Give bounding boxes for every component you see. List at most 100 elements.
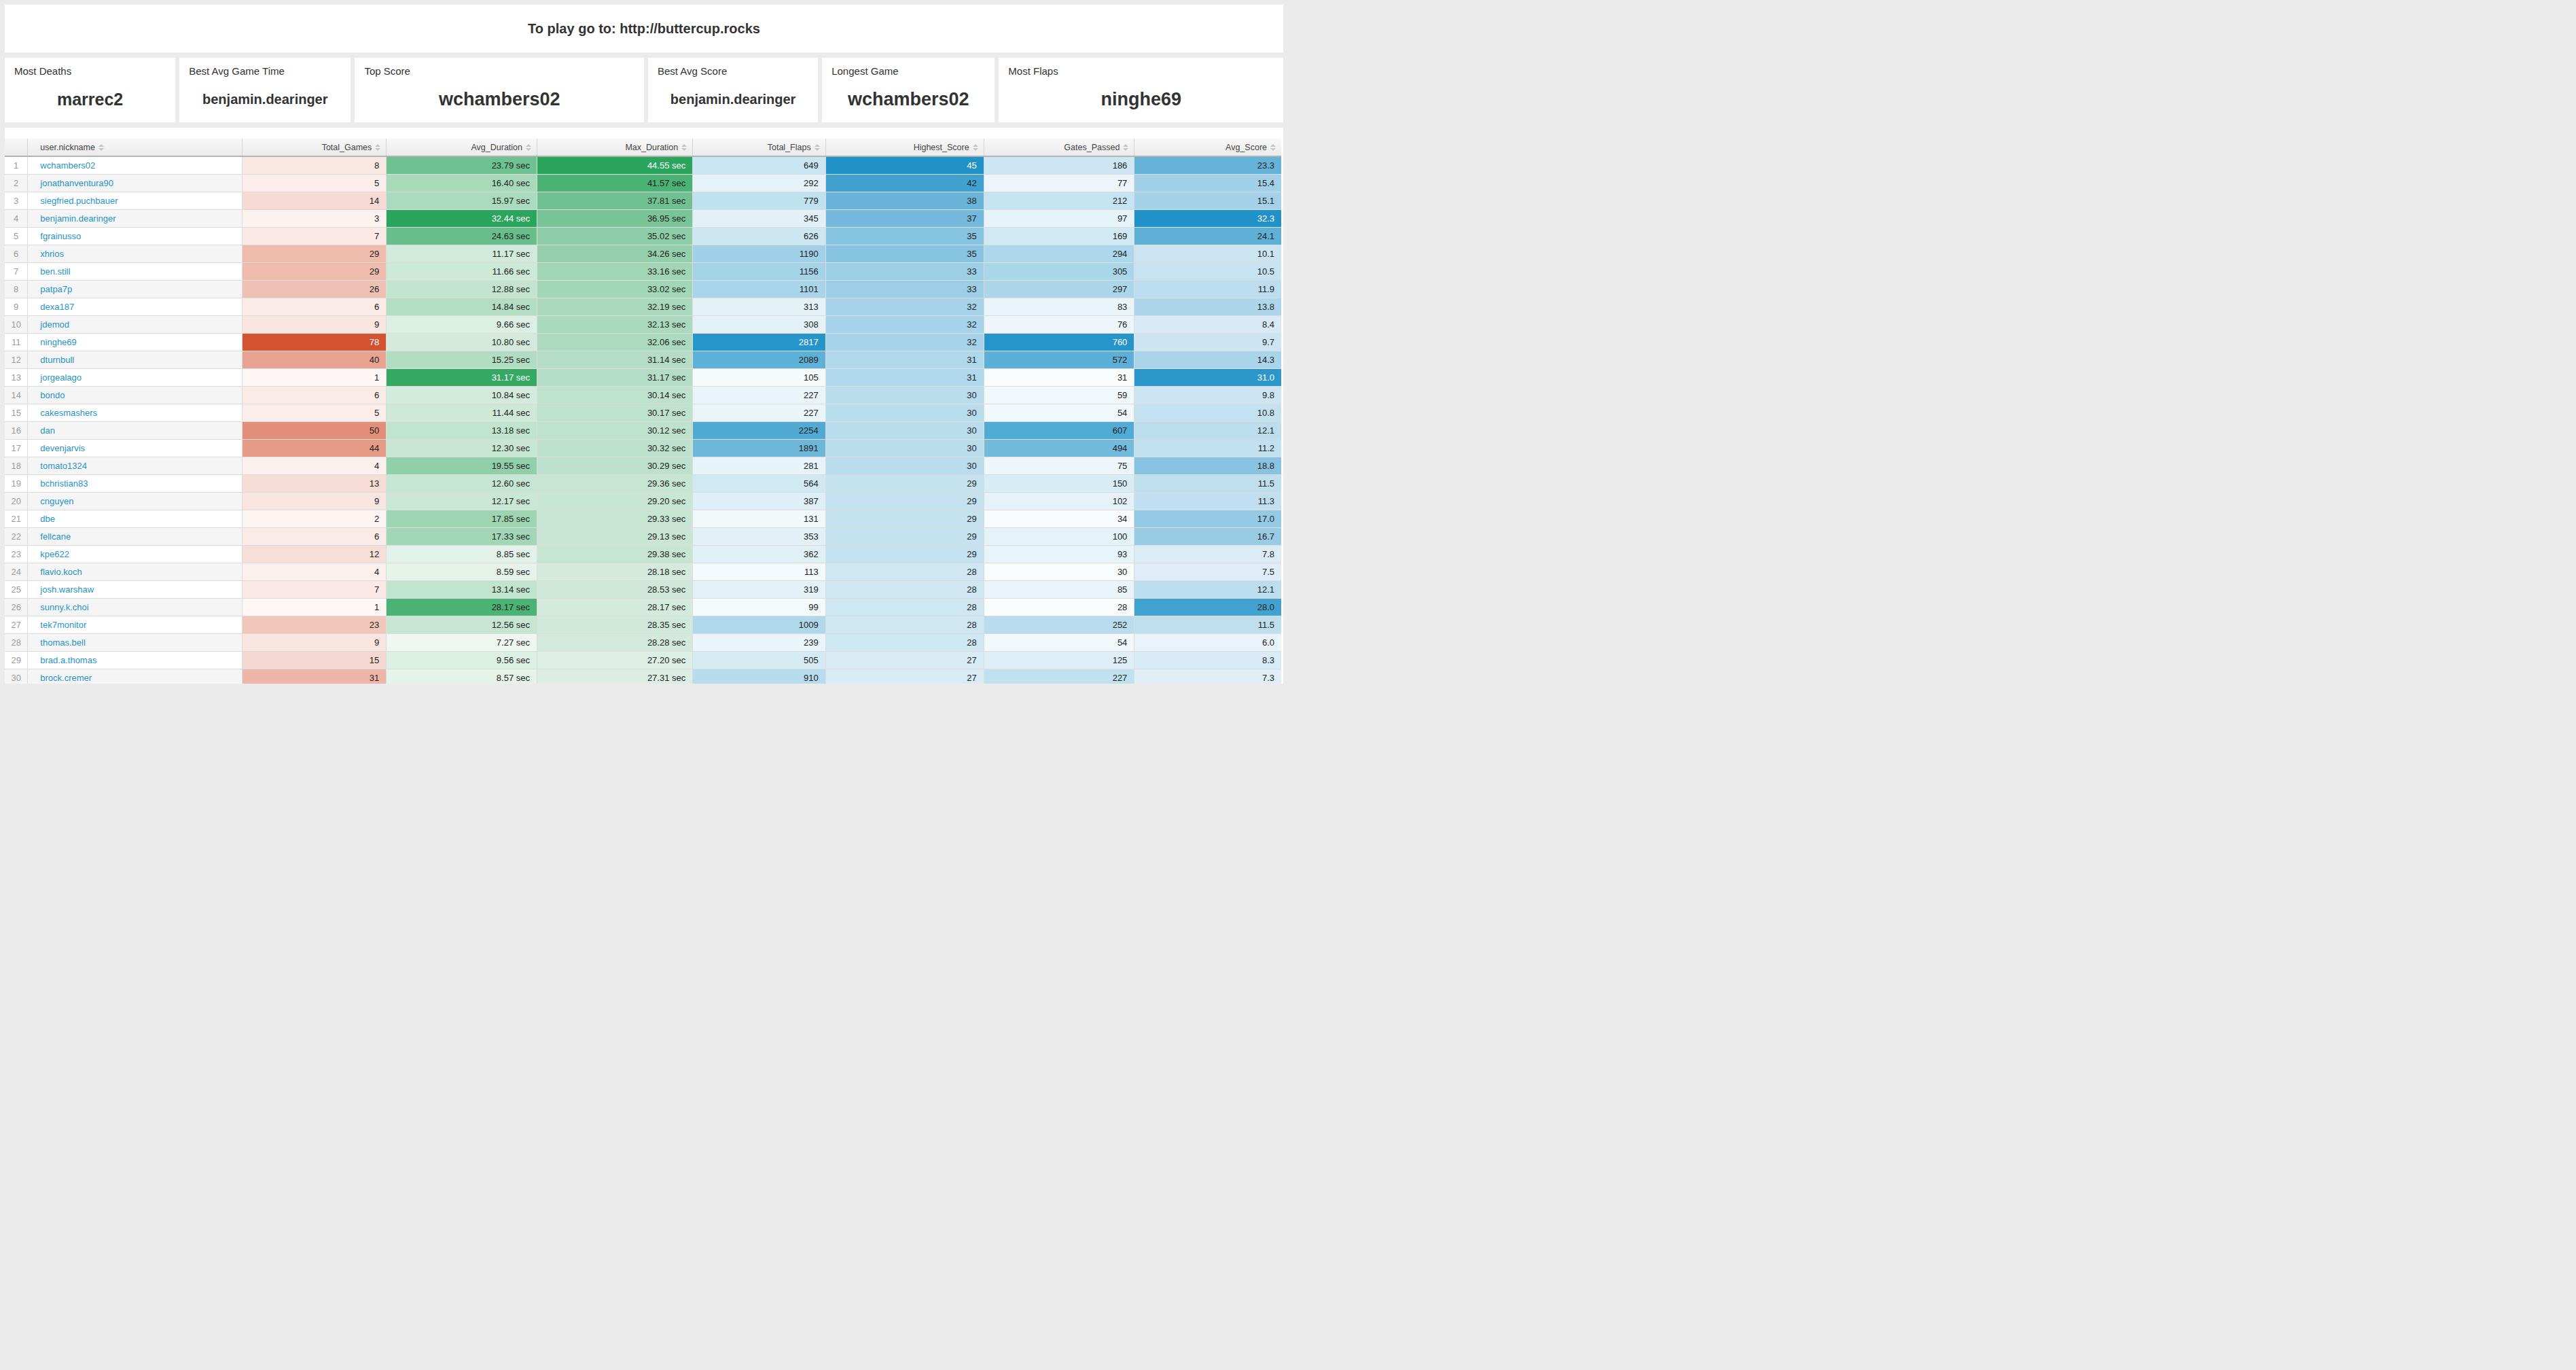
card-best-avg-game-time: Best Avg Game Time benjamin.dearinger: [179, 58, 351, 122]
card-label: Most Deaths: [5, 58, 175, 77]
rank-cell: 27: [5, 616, 28, 633]
gates_passed-cell: 305: [984, 262, 1134, 280]
highest_score-cell: 32: [825, 315, 984, 333]
nickname-link[interactable]: brock.cremer: [40, 673, 92, 683]
nickname-link[interactable]: tomato1324: [40, 461, 87, 471]
nickname-cell: wchambers02: [28, 156, 243, 174]
column-header-avg_duration[interactable]: Avg_Duration: [387, 139, 537, 156]
nickname-link[interactable]: siegfried.puchbauer: [40, 196, 118, 206]
avg_duration-cell: 24.63 sec: [387, 227, 537, 245]
nickname-link[interactable]: wchambers02: [40, 160, 95, 171]
nickname-link[interactable]: thomas.bell: [40, 637, 85, 648]
nickname-link[interactable]: benjamin.dearinger: [40, 213, 115, 224]
card-value: marrec2: [57, 90, 123, 109]
column-header-avg_score[interactable]: Avg_Score: [1134, 139, 1281, 156]
total_games-cell: 7: [242, 227, 386, 245]
nickname-link[interactable]: dturnbull: [40, 355, 74, 365]
nickname-link[interactable]: dexa187: [40, 302, 74, 312]
play-url-text: To play go to: http://buttercup.rocks: [528, 21, 760, 37]
avg_duration-cell: 8.59 sec: [387, 563, 537, 580]
rank-cell: 26: [5, 598, 28, 616]
nickname-link[interactable]: ninghe69: [40, 337, 77, 347]
total_games-cell: 7: [242, 580, 386, 598]
avg_score-cell: 11.5: [1134, 474, 1281, 492]
total_games-cell: 40: [242, 351, 386, 368]
table-row: 17devenjarvis4412.30 sec30.32 sec1891304…: [5, 439, 1281, 457]
rank-cell: 4: [5, 209, 28, 227]
nickname-cell: fellcane: [28, 527, 243, 545]
nickname-link[interactable]: fgrainusso: [40, 231, 81, 241]
highest_score-cell: 27: [825, 669, 984, 684]
nickname-link[interactable]: bondo: [40, 390, 65, 400]
avg_score-cell: 10.8: [1134, 404, 1281, 421]
sort-icon: [1270, 144, 1276, 151]
avg_score-cell: 11.5: [1134, 616, 1281, 633]
max_duration-cell: 28.28 sec: [537, 633, 693, 651]
total_games-cell: 5: [242, 404, 386, 421]
avg_score-cell: 18.8: [1134, 457, 1281, 474]
nickname-link[interactable]: patpa7p: [40, 284, 72, 294]
nickname-link[interactable]: bchristian83: [40, 478, 88, 489]
highest_score-cell: 29: [825, 527, 984, 545]
highest_score-cell: 30: [825, 457, 984, 474]
avg_duration-cell: 7.27 sec: [387, 633, 537, 651]
table-row: 19bchristian831312.60 sec29.36 sec564291…: [5, 474, 1281, 492]
nickname-link[interactable]: sunny.k.choi: [40, 602, 88, 612]
nickname-link[interactable]: devenjarvis: [40, 443, 85, 453]
nickname-link[interactable]: kpe622: [40, 549, 69, 559]
avg_duration-cell: 23.79 sec: [387, 156, 537, 174]
nickname-link[interactable]: cnguyen: [40, 496, 73, 506]
gates_passed-cell: 150: [984, 474, 1134, 492]
nickname-link[interactable]: xhrios: [40, 249, 64, 259]
nickname-link[interactable]: flavio.koch: [40, 567, 82, 577]
nickname-link[interactable]: dan: [40, 425, 55, 436]
highest_score-cell: 32: [825, 298, 984, 315]
total_flaps-cell: 1190: [693, 245, 825, 262]
nickname-link[interactable]: cakesmashers: [40, 408, 97, 418]
nickname-link[interactable]: fellcane: [40, 531, 71, 542]
leaderboard-table: user.nicknameTotal_GamesAvg_DurationMax_…: [5, 139, 1281, 684]
avg_score-cell: 17.0: [1134, 510, 1281, 527]
column-header-highest_score[interactable]: Highest_Score: [825, 139, 984, 156]
total_flaps-cell: 113: [693, 563, 825, 580]
total_flaps-cell: 779: [693, 192, 825, 209]
nickname-link[interactable]: jonathanventura90: [40, 178, 113, 188]
avg_score-cell: 11.9: [1134, 280, 1281, 298]
nickname-cell: ben.still: [28, 262, 243, 280]
highest_score-cell: 31: [825, 368, 984, 386]
nickname-link[interactable]: tek7monitor: [40, 620, 86, 630]
column-header-nickname[interactable]: user.nickname: [28, 139, 243, 156]
sort-icon: [99, 144, 104, 151]
table-row: 15cakesmashers511.44 sec30.17 sec2273054…: [5, 404, 1281, 421]
avg_score-cell: 16.7: [1134, 527, 1281, 545]
max_duration-cell: 29.13 sec: [537, 527, 693, 545]
max_duration-cell: 37.81 sec: [537, 192, 693, 209]
column-header-total_flaps[interactable]: Total_Flaps: [693, 139, 825, 156]
max_duration-cell: 32.06 sec: [537, 333, 693, 351]
avg_duration-cell: 17.33 sec: [387, 527, 537, 545]
gates_passed-cell: 54: [984, 633, 1134, 651]
column-header-total_games[interactable]: Total_Games: [242, 139, 386, 156]
avg_duration-cell: 17.85 sec: [387, 510, 537, 527]
sort-icon: [375, 144, 380, 151]
avg_duration-cell: 12.88 sec: [387, 280, 537, 298]
total_flaps-cell: 505: [693, 651, 825, 669]
nickname-link[interactable]: ben.still: [40, 266, 70, 277]
avg_duration-cell: 16.40 sec: [387, 174, 537, 192]
nickname-link[interactable]: dbe: [40, 514, 55, 524]
rank-cell: 28: [5, 633, 28, 651]
highest_score-cell: 27: [825, 651, 984, 669]
total_flaps-cell: 99: [693, 598, 825, 616]
max_duration-cell: 31.17 sec: [537, 368, 693, 386]
nickname-link[interactable]: jdemod: [40, 319, 69, 330]
rank-cell: 16: [5, 421, 28, 439]
total_flaps-cell: 564: [693, 474, 825, 492]
avg_score-cell: 8.4: [1134, 315, 1281, 333]
nickname-link[interactable]: brad.a.thomas: [40, 655, 96, 665]
column-header-max_duration[interactable]: Max_Duration: [537, 139, 693, 156]
column-header-gates_passed[interactable]: Gates_Passed: [984, 139, 1134, 156]
nickname-link[interactable]: josh.warshaw: [40, 584, 94, 595]
nickname-link[interactable]: jorgealago: [40, 372, 82, 383]
avg_duration-cell: 9.66 sec: [387, 315, 537, 333]
max_duration-cell: 33.16 sec: [537, 262, 693, 280]
